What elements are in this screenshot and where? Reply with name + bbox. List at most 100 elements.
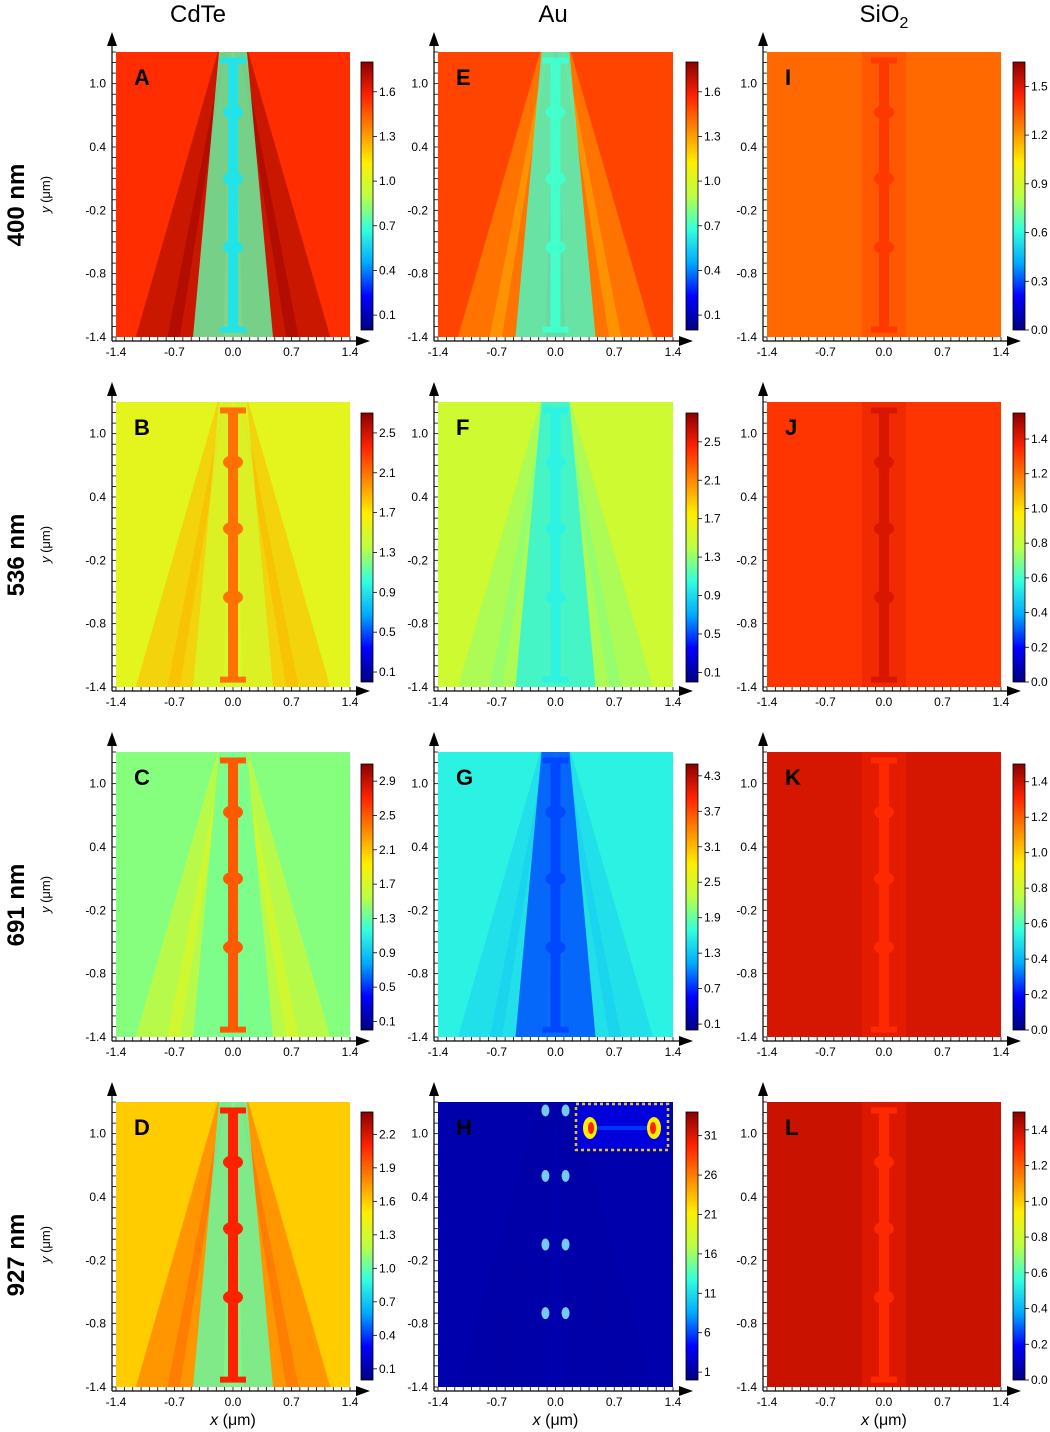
x-tick-label: -1.4: [757, 1395, 778, 1409]
colorbar-tick-label: 1.7: [704, 512, 721, 526]
nanowire-node: [874, 940, 894, 955]
x-tick-label: -1.4: [757, 345, 778, 359]
colorbar-tick-label: 0.1: [379, 1014, 396, 1028]
y-tick-label: -0.2: [736, 903, 757, 917]
nanowire-node: [874, 805, 894, 820]
field-map-l: [862, 1102, 906, 1387]
panel-grid: A -1.4 -0.7 0.0 0.7 1.4 1.0 0.4 -0.2 -0.8 -1.4 y (μ…: [38, 32, 1048, 1429]
x-tick-label: 1.4: [342, 1395, 359, 1409]
nanowire-cap: [220, 407, 246, 414]
y-tick-label: 1.0: [740, 427, 757, 441]
nanowire-node: [874, 1155, 894, 1170]
colorbar-i: [1012, 61, 1026, 331]
colorbar-tick-label: 1.0: [1031, 501, 1048, 515]
x-tick-label: 0.0: [876, 345, 893, 359]
field-streak: [562, 402, 654, 687]
x-tick-label: -1.4: [428, 1395, 449, 1409]
colorbar-tick-label: 0.2: [1031, 1337, 1048, 1351]
field-hotspot: [541, 1169, 550, 1182]
x-tick-label: -1.4: [106, 1045, 127, 1059]
colorbar-j: [1012, 412, 1026, 683]
field-hotspot: [561, 1169, 570, 1182]
panel-d: D -1.4 -0.7 0.0 0.7 1.4 1.0 0.4 -0.2 -0.8 -1.4 y (μ…: [38, 1082, 396, 1429]
nanowire-chain: [228, 60, 238, 330]
y-tick-label: -1.4: [407, 1380, 428, 1394]
panel-letter-h: H: [456, 1115, 472, 1140]
x-tick-label: 1.4: [665, 1045, 682, 1059]
field-streak: [240, 52, 331, 337]
nanowire-cap: [542, 326, 569, 333]
x-tick-label: 1.4: [665, 345, 682, 359]
colorbar-e: [685, 61, 699, 331]
y-tick-label: 0.4: [411, 490, 428, 504]
nanowire-node: [223, 590, 243, 605]
x-tick-label: 0.7: [283, 1395, 300, 1409]
panel-letter-f: F: [456, 415, 469, 440]
x-tick-label: 1.4: [342, 345, 359, 359]
y-tick-label: 0.4: [411, 140, 428, 154]
colorbar-tick-label: 0.6: [1031, 571, 1048, 585]
panel-letter-c: C: [134, 765, 150, 790]
colorbar-tick-label: 2.5: [704, 875, 721, 889]
field-streak: [457, 752, 549, 1037]
x-tick-label: 0.0: [876, 695, 893, 709]
colorbar-tick-label: 1.2: [1031, 1159, 1048, 1173]
colorbar-tick-label: 1.6: [379, 85, 396, 99]
colorbar-tick-label: 0.7: [704, 982, 721, 996]
colorbar-tick-label: 0.5: [379, 625, 396, 639]
nanowire-node: [545, 455, 566, 470]
colorbar-tick-label: 0.0: [1031, 675, 1048, 689]
field-hotspot: [541, 1104, 550, 1117]
nanowire-node: [545, 871, 566, 886]
x-axis-arrow: [1007, 686, 1021, 696]
colorbar-tick-label: 0.9: [379, 946, 396, 960]
x-tick-label: -0.7: [164, 345, 185, 359]
y-tick-label: -0.8: [85, 1317, 106, 1331]
x-tick-label: 0.7: [934, 1045, 951, 1059]
nanowire-chain: [228, 1110, 238, 1380]
panel-letter-i: I: [785, 65, 791, 90]
field-map-b: [135, 402, 331, 687]
field-streak: [562, 52, 654, 337]
nanowire-cap: [871, 407, 897, 414]
nanowire-cap: [871, 1107, 897, 1114]
field-hotspot: [561, 1238, 570, 1251]
y-tick-label: -1.4: [736, 1380, 757, 1394]
colorbar-tick-label: 1.4: [1031, 775, 1048, 789]
x-axis-arrow: [356, 1386, 370, 1396]
nanowire-node: [874, 1290, 894, 1305]
nanowire-chain: [879, 760, 889, 1030]
y-tick-label: -0.8: [736, 1317, 757, 1331]
colorbar-tick-label: 0.9: [379, 585, 396, 599]
colorbar-tick-label: 1.3: [379, 545, 396, 559]
panel-letter-b: B: [134, 415, 150, 440]
column-title-au: Au: [538, 1, 567, 28]
x-tick-label: -1.4: [106, 1395, 127, 1409]
nanowire-node: [545, 171, 566, 186]
colorbar-tick-label: 1.0: [1031, 1194, 1048, 1208]
nanowire-cap: [220, 1026, 246, 1033]
colorbar-tick-label: 21: [704, 1207, 718, 1221]
x-tick-label: 1.4: [665, 695, 682, 709]
nanowire-cap: [542, 676, 569, 683]
colorbar-d: [360, 1111, 374, 1381]
x-axis-arrow: [1007, 1036, 1021, 1046]
nanowire-node: [874, 590, 894, 605]
colorbar-tick-label: 0.5: [379, 980, 396, 994]
colorbar-tick-label: 1.0: [379, 174, 396, 188]
colorbar-tick-label: 1.6: [379, 1194, 396, 1208]
y-tick-label: 0.4: [411, 840, 428, 854]
colorbar-tick-label: 1: [704, 1365, 711, 1379]
colorbar-tick-label: 1.7: [379, 877, 396, 891]
panel-letter-e: E: [456, 65, 471, 90]
colorbar-tick-label: 0.3: [1031, 274, 1048, 288]
field-streak: [240, 402, 331, 687]
row-title-400nm: 400 nm: [3, 164, 30, 247]
nanowire-cap: [542, 407, 569, 414]
nanowire-node: [545, 590, 566, 605]
colorbar-tick-label: 2.1: [379, 466, 396, 480]
field-map-i: [862, 52, 906, 337]
x-tick-label: -0.7: [164, 1045, 185, 1059]
colorbar-b: [360, 412, 374, 683]
x-tick-label: 0.0: [225, 345, 242, 359]
